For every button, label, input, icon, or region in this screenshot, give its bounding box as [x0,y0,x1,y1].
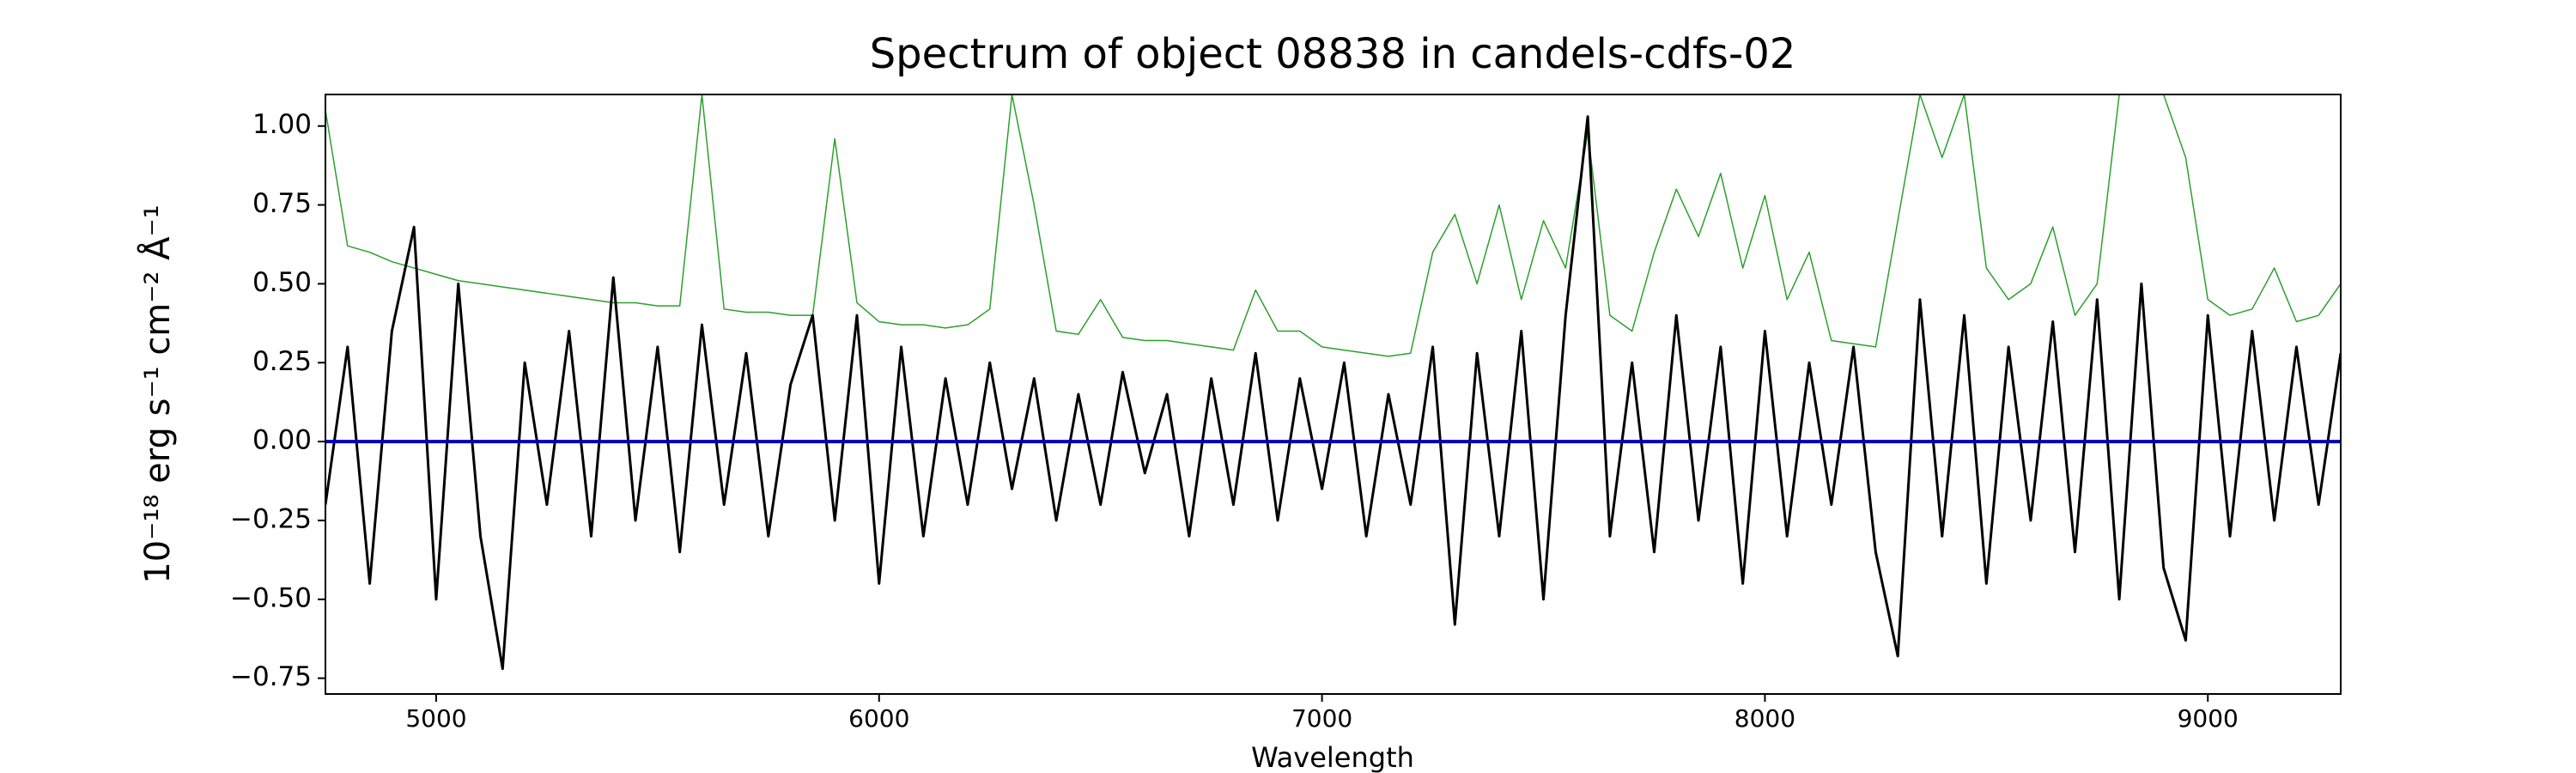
x-tick-label: 6000 [848,704,909,733]
x-tick-label: 5000 [405,704,466,733]
y-tick-label: 0.00 [252,425,312,456]
y-tick-label: −0.75 [230,661,312,692]
x-tick-label: 9000 [2178,704,2239,733]
y-axis-label: 10⁻¹⁸ erg s⁻¹ cm⁻² Å⁻¹ [137,204,178,583]
x-tick-label: 7000 [1291,704,1352,733]
y-tick-label: 0.25 [252,346,312,377]
chart-title: Spectrum of object 08838 in candels-cdfs… [870,30,1796,78]
x-axis-label: Wavelength [1251,741,1414,773]
y-tick-label: −0.25 [230,503,312,534]
y-tick-label: 0.75 [252,188,312,219]
y-tick-label: 0.50 [252,267,312,298]
y-tick-label: −0.50 [230,582,312,613]
spectrum-line [325,115,2341,671]
plot-frame [325,94,2342,695]
spectrum-line [325,94,2341,357]
y-tick-label: 1.00 [252,109,312,140]
x-tick-label: 8000 [1735,704,1795,733]
